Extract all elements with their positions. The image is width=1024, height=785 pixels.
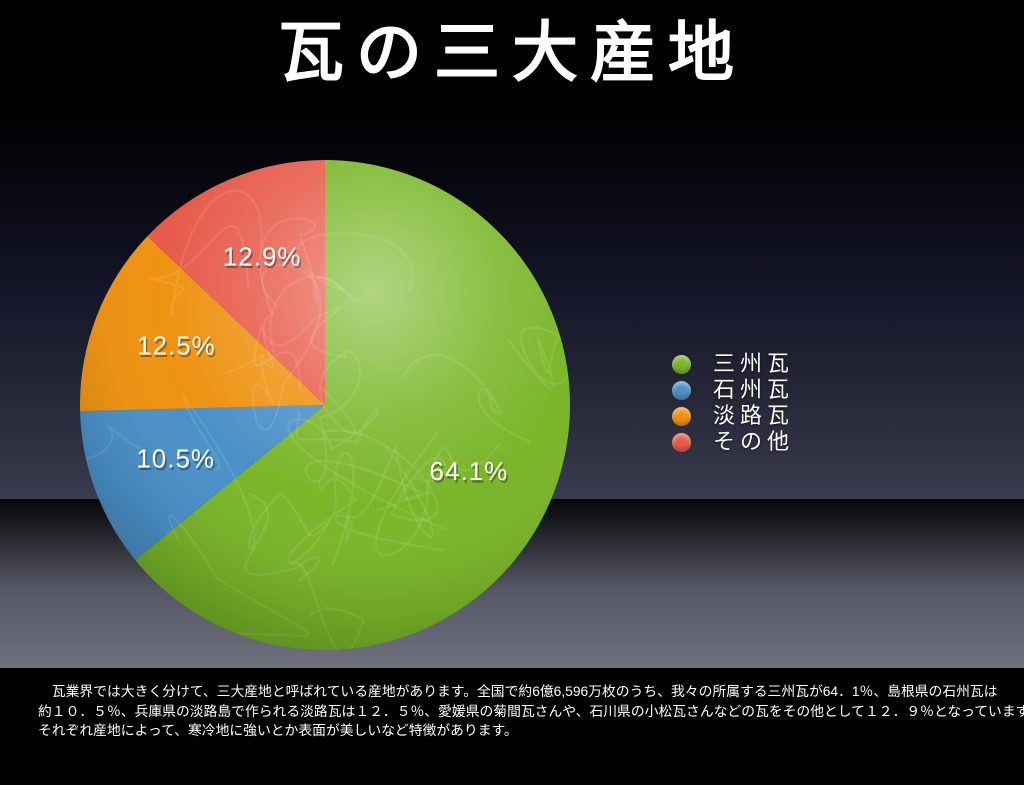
pie-value-label-3: 12.5% [137, 331, 216, 361]
pie-value-label-2: 10.5% [136, 443, 215, 473]
description-line-3: それぞれ産地によって、寒冷地に強いとか表面が美しいなど特徴があります。 [38, 723, 518, 738]
legend-color-dot [672, 407, 691, 426]
legend-color-dot [672, 355, 691, 374]
legend-item-3: 淡路瓦 [672, 403, 795, 429]
legend-color-dot [672, 381, 691, 400]
description-line-1: 瓦業界では大きく分けて、三大産地と呼ばれている産地があります。全国で約6億6,5… [38, 684, 998, 699]
page-title: 瓦の三大産地 [278, 13, 746, 91]
legend-item-1: 三州瓦 [672, 351, 795, 377]
description-line-2: 約１０．５％、兵庫県の淡路島で作られる淡路瓦は１２．５％、愛媛県の菊間瓦さんや、… [38, 703, 1024, 719]
legend-item-4: その他 [672, 429, 795, 455]
pie-value-label-4: 12.9% [223, 241, 302, 271]
pie-gloss-overlay [80, 160, 570, 650]
legend-label: 三州瓦 [713, 351, 795, 377]
legend-label: 淡路瓦 [713, 403, 795, 429]
pie-value-label-shadow: 10.5% [138, 446, 217, 476]
chart-legend: 三州瓦 石州瓦 淡路瓦 その他 [672, 351, 795, 455]
pie-value-label-shadow: 12.9% [224, 244, 303, 274]
pie-chart: 64.1%64.1%10.5%10.5%12.5%12.5%12.9%12.9% [80, 160, 571, 650]
legend-label: その他 [713, 429, 795, 455]
slide-background: 64.1% 64.1% 10.5% 10.5% 12.5% 12.5% 12.9% 12.9%… [0, 105, 1024, 668]
pie-value-label-1: 64.1% [430, 456, 509, 486]
pie-value-label-shadow: 64.1% [431, 459, 510, 489]
legend-label: 石州瓦 [713, 377, 795, 403]
legend-item-2: 石州瓦 [672, 377, 795, 403]
pie-value-label-shadow: 12.5% [139, 333, 218, 363]
legend-color-dot [672, 433, 691, 452]
description-block: 瓦業界では大きく分けて、三大産地と呼ばれている産地があります。全国で約6億6,5… [0, 668, 1024, 785]
